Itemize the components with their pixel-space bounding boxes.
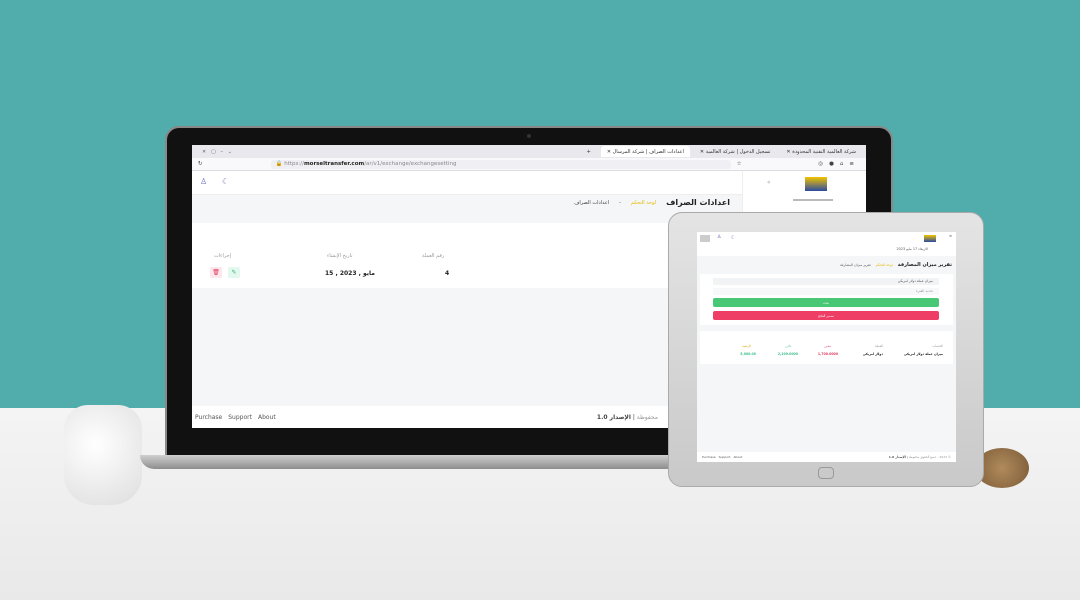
toolbar-icons[interactable]: ◎●⌂≡ [818, 161, 860, 167]
tab-3[interactable]: شركة العالمية التقنية المحدودة ✕ [786, 148, 856, 155]
column-header: إجراءات [214, 253, 232, 259]
footer-version: الإصدار 1.0 [596, 413, 631, 421]
search-button-label: بحث [823, 300, 829, 305]
delete-button[interactable]: 🗑 [210, 267, 222, 278]
reload-icon[interactable]: ↻ [198, 161, 203, 167]
footer-rights: محفوظة [636, 413, 658, 421]
footer-link-purchase[interactable]: Purchase [195, 413, 223, 421]
tablet-header: ♙ ☾ ≡ الاربعاء 17 مايو 2023 [697, 232, 956, 256]
breadcrumb-home[interactable]: لوحة التحكم [630, 199, 657, 206]
column-header: رقم العملة [422, 253, 445, 259]
column-header: الحساب [932, 344, 943, 348]
filter-card: ميزان عملة دولار امريكي تحديد الفترة بحث… [700, 274, 953, 325]
breadcrumb-current: تقرير ميزان المصارفة [840, 263, 871, 267]
url-input[interactable]: 🔒 https://morseltransfer.com/ar/v1/excha… [270, 159, 731, 169]
collapse-sidebar-icon[interactable]: « [767, 179, 771, 186]
exchange-settings-table: رقم العملة تاريخ الإنشاء إجراءات 4 15 , … [192, 223, 742, 288]
footer-link-about[interactable]: About [733, 455, 743, 459]
footer-link-purchase[interactable]: Purchase [702, 455, 716, 459]
logo [805, 177, 827, 191]
footer-link-about[interactable]: About [257, 413, 276, 421]
tablet-home-button [818, 467, 834, 479]
avatar[interactable] [700, 235, 710, 242]
breadcrumb-home[interactable]: لوحة التحكم [875, 263, 893, 267]
bookmark-star-icon[interactable]: ☆ [736, 161, 742, 167]
url-domain: morseltransfer.com [303, 161, 365, 167]
navigation-bar: ↻ 🔒 https://morseltransfer.com/ar/v1/exc… [192, 158, 866, 171]
page-title: اعدادات الصراف [666, 198, 730, 207]
tab-label: شركة العالمية التقنية المحدودة [792, 148, 856, 155]
user-icon[interactable]: ♙ [200, 177, 208, 186]
tab-label: اعدادات الصراف | شركة المرسال [612, 148, 684, 155]
footer: Purchase Support About محفوظة | الإصدار … [192, 406, 662, 428]
cell-currency-no: 4 [445, 270, 450, 277]
user-icon[interactable]: ♙ [717, 234, 722, 240]
sidebar-item[interactable] [793, 199, 833, 201]
tablet-title-row: تقرير ميزان المصارفة لوحة التحكم تقرير م… [697, 256, 956, 274]
dark-mode-moon-icon[interactable]: ☾ [222, 177, 230, 186]
dark-mode-moon-icon[interactable]: ☾ [731, 235, 736, 241]
edit-button[interactable]: ✎ [228, 267, 240, 278]
cell-credit: 2,100.0000 [777, 352, 798, 356]
select-value: ميزان عملة دولار امريكي [897, 279, 933, 283]
vase [64, 405, 142, 505]
tablet-screen: ♙ ☾ ≡ الاربعاء 17 مايو 2023 تقرير ميزان … [697, 232, 956, 462]
column-header: العملة [874, 344, 883, 348]
export-button-label: تصدير النتائج [818, 313, 834, 318]
window-controls[interactable]: ⌄ – ▢ ✕ [202, 148, 232, 155]
tab-active[interactable]: اعدادات الصراف | شركة المرسال ✕ [600, 146, 690, 157]
new-tab-button[interactable]: + [586, 148, 591, 155]
column-header: تاريخ الإنشاء [327, 253, 353, 259]
balance-table: الحساب العملة مدين دائن الرصيد ميزان عمل… [700, 331, 953, 364]
webcam [527, 134, 531, 138]
column-header: مدين [824, 344, 831, 348]
tablet-footer: Purchase Support About © 2023 - جميع الح… [697, 452, 956, 462]
page-title: تقرير ميزان المصارفة [897, 262, 952, 268]
twine-ball [975, 448, 1029, 488]
cell-currency: دولار امريكي [862, 352, 883, 356]
column-header: الرصيد [742, 344, 751, 348]
logo [924, 235, 936, 242]
search-button[interactable]: بحث [713, 298, 939, 307]
cell-account: ميزان عملة دولار امريكي [903, 352, 943, 356]
browser-tabs: ⌄ – ▢ ✕ شركة العالمية التقنية المحدودة ✕… [192, 145, 866, 158]
export-button[interactable]: تصدير النتائج [713, 311, 939, 320]
menu-icon[interactable]: ≡ [949, 234, 952, 238]
column-header: دائن [785, 344, 791, 348]
footer-link-support[interactable]: Support [228, 413, 252, 421]
breadcrumb-current: اعدادات الصراف [574, 199, 610, 206]
page-title-row: اعدادات الصراف لوحة التحكم - اعدادات الص… [574, 198, 730, 207]
url-prefix: https:// [284, 161, 304, 167]
cell-created-date: 15 , مايو , 2023 [325, 270, 375, 277]
footer-version: الإصدار 1.0 [888, 455, 906, 459]
tab-2[interactable]: تسجيل الدخول | شركة العالمية ✕ [699, 148, 771, 155]
cell-debit: 1,700.0000 [817, 352, 838, 356]
url-path: /ar/v1/exchange/exchangesetting [364, 161, 457, 167]
date-line: الاربعاء 17 مايو 2023 [896, 247, 928, 251]
period-input[interactable]: تحديد الفترة [713, 288, 939, 295]
app-header: ♙ ☾ [192, 171, 742, 195]
tab-label: تسجيل الدخول | شركة العالمية [705, 148, 771, 155]
cell-balance: 5,000.00 [740, 352, 756, 356]
currency-select[interactable]: ميزان عملة دولار امريكي [713, 278, 939, 285]
footer-link-support[interactable]: Support [718, 455, 731, 459]
input-placeholder: تحديد الفترة [915, 289, 933, 293]
footer-rights: © 2023 - جميع الحقوق محفوظة [908, 455, 951, 459]
